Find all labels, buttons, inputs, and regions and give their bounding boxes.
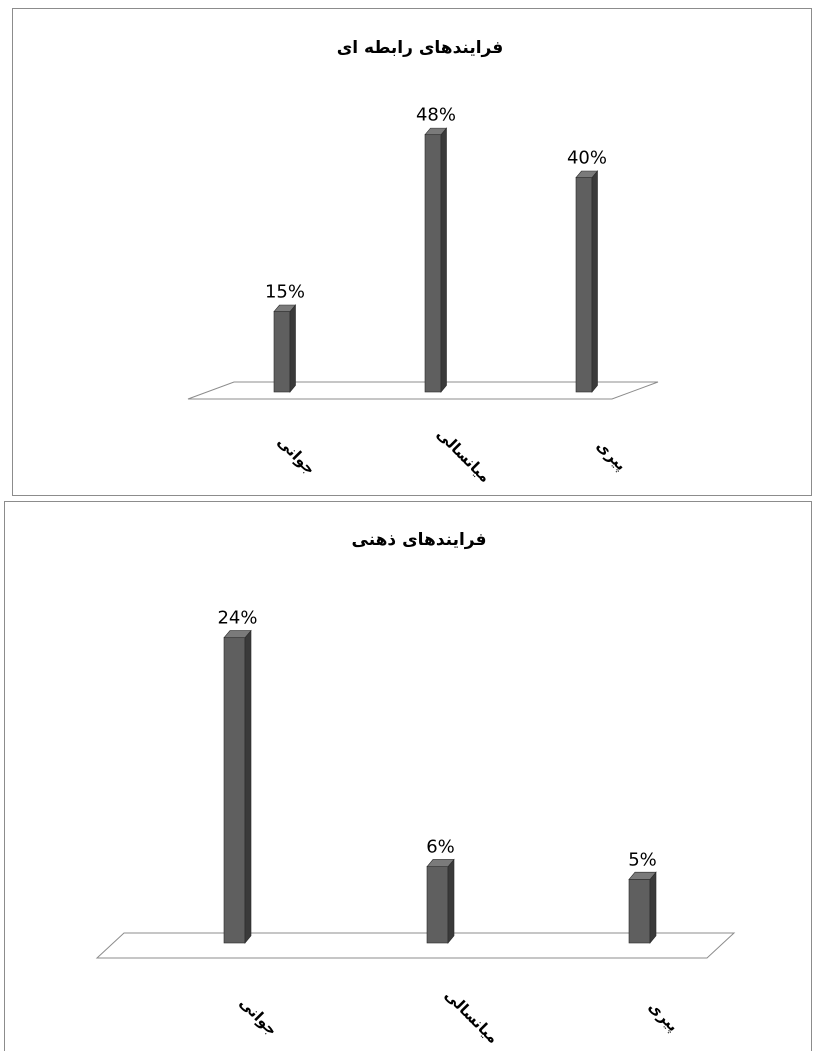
data-label: 6% <box>426 837 455 858</box>
bar-side <box>448 859 454 943</box>
category-label: میانسالی <box>433 425 494 486</box>
chart-title: فرایندهای رابطه ای <box>337 38 504 58</box>
bar <box>274 305 296 392</box>
bar-front <box>224 638 245 943</box>
bar <box>427 859 454 943</box>
data-label: 40% <box>567 148 607 169</box>
bar <box>224 631 251 943</box>
bar <box>425 128 447 392</box>
category-label: پیری <box>644 998 682 1036</box>
category-label: میانسالی <box>441 986 502 1047</box>
bar-front <box>274 312 290 392</box>
category-label: جوانی <box>274 433 319 478</box>
chart-title: فرایندهای ذهنی <box>352 530 487 550</box>
data-label: 15% <box>265 282 305 303</box>
data-label: 5% <box>628 849 657 870</box>
category-label: پیری <box>592 437 630 475</box>
data-label: 24% <box>217 608 257 629</box>
bar-side <box>592 171 598 392</box>
data-label: 48% <box>416 105 456 126</box>
bar-side <box>441 128 447 392</box>
bar-front <box>576 178 592 392</box>
chart-relational: فرایندهای رابطه ای 15% جوانی 48% میانسالی 40… <box>13 9 813 497</box>
bar-side <box>290 305 296 392</box>
bar-front <box>427 867 448 943</box>
chart-panel-relational: فرایندهای رابطه ای 15% جوانی 48% میانسالی 40… <box>12 8 812 496</box>
bar-front <box>629 879 650 943</box>
chart-marks: 15% جوانی 48% میانسالی 40% پیری <box>188 105 658 486</box>
bar-side <box>245 631 251 943</box>
bar-side <box>650 872 656 943</box>
chart-mental: فرایندهای ذهنی 24% جوانی 6% میانسالی 5% پیری <box>5 502 813 1052</box>
chart-marks: 24% جوانی 6% میانسالی 5% پیری <box>97 608 734 1047</box>
category-label: جوانی <box>236 994 281 1039</box>
bar <box>629 872 656 943</box>
bar <box>576 171 598 392</box>
bar-front <box>425 135 441 392</box>
chart-panel-mental: فرایندهای ذهنی 24% جوانی 6% میانسالی 5% پیری <box>4 501 812 1051</box>
